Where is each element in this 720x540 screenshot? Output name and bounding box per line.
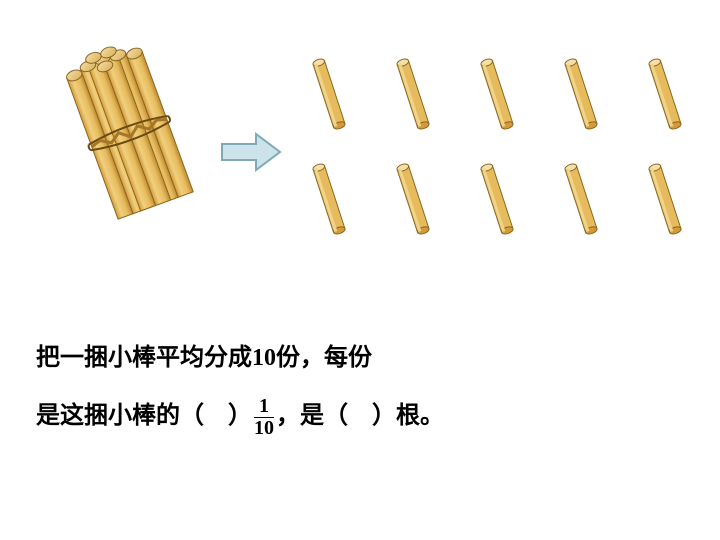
single-stick-illustration [562, 160, 600, 238]
question-text: 把一捆小棒平均分成10份，每份 是这捆小棒的（ ）110，是（ ）根。 [36, 330, 444, 445]
fraction: 110 [254, 396, 274, 439]
single-stick-illustration [646, 55, 684, 133]
single-stick-illustration [562, 55, 600, 133]
single-stick-illustration [394, 55, 432, 133]
question-line-2: 是这捆小棒的（ ）110，是（ ）根。 [36, 388, 444, 446]
stick-row-1 [310, 55, 684, 133]
single-stick-illustration [646, 160, 684, 238]
stick-bundle-illustration [60, 30, 200, 240]
stick-row-2 [310, 160, 684, 238]
single-stick-illustration [310, 55, 348, 133]
single-stick-illustration [394, 160, 432, 238]
single-stick-illustration [478, 55, 516, 133]
single-stick-illustration [310, 160, 348, 238]
arrow-icon [218, 130, 288, 174]
single-stick-illustration [478, 160, 516, 238]
question-line-1: 把一捆小棒平均分成10份，每份 [36, 330, 444, 388]
slide-canvas: 把一捆小棒平均分成10份，每份 是这捆小棒的（ ）110，是（ ）根。 [0, 0, 720, 540]
